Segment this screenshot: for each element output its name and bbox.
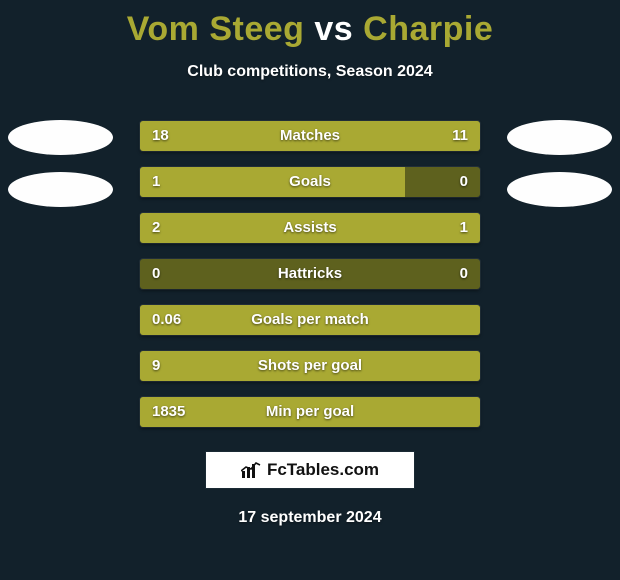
stat-label: Shots per goal (140, 351, 480, 381)
stat-row: 21Assists (140, 213, 480, 243)
player2-name: Charpie (363, 10, 493, 48)
stats-container: 1811Matches 10Goals 21Assists 00Hattricks 0.… (140, 121, 480, 427)
vs-separator: vs (304, 10, 363, 48)
team-badge-placeholder (8, 120, 113, 155)
subtitle: Club competitions, Season 2024 (0, 63, 620, 81)
stat-row: 0.06Goals per match (140, 305, 480, 335)
stat-row: 10Goals (140, 167, 480, 197)
date-text: 17 september 2024 (0, 509, 620, 527)
team-badge-placeholder (507, 172, 612, 207)
stat-label: Matches (140, 121, 480, 151)
team-badge-placeholder (507, 120, 612, 155)
stat-row: 1811Matches (140, 121, 480, 151)
stat-label: Assists (140, 213, 480, 243)
player1-name: Vom Steeg (127, 10, 305, 48)
stat-label: Goals per match (140, 305, 480, 335)
stat-row: 9Shots per goal (140, 351, 480, 381)
stat-label: Min per goal (140, 397, 480, 427)
stat-label: Hattricks (140, 259, 480, 289)
page-title: Vom Steeg vs Charpie (0, 0, 620, 49)
stat-row: 00Hattricks (140, 259, 480, 289)
brand-chart-icon (241, 461, 261, 479)
brand-box[interactable]: FcTables.com (205, 451, 415, 489)
brand-text: FcTables.com (267, 460, 379, 480)
team-badge-placeholder (8, 172, 113, 207)
stat-row: 1835Min per goal (140, 397, 480, 427)
stat-label: Goals (140, 167, 480, 197)
